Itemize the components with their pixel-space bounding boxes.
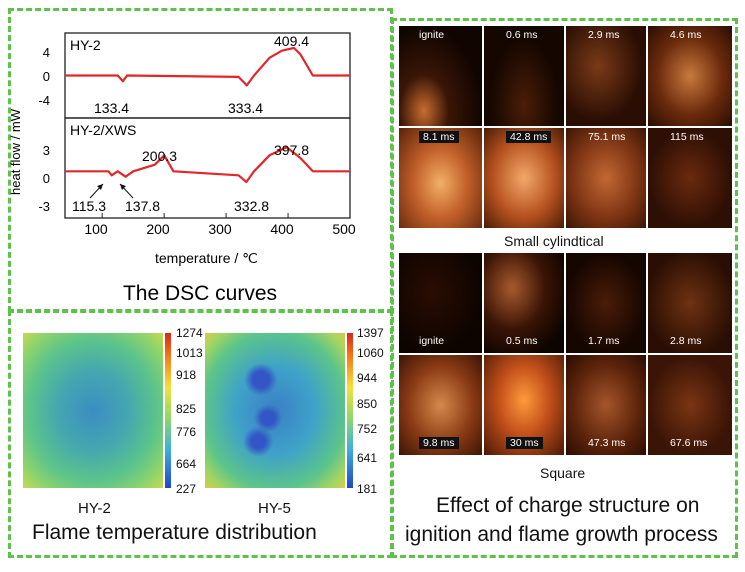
dsc-y-axis-label: heat flow / mW bbox=[8, 108, 23, 195]
dsc-top-ytick-label: -4 bbox=[38, 93, 50, 108]
dsc-bottom-ytick-label: -3 bbox=[38, 199, 50, 214]
colorbar-value: 1013 bbox=[176, 346, 203, 360]
dsc-chart: heat flow / mW temperature / ℃ HY-2 HY-2… bbox=[8, 32, 356, 305]
dsc-bottom-ytick-label: 0 bbox=[43, 171, 50, 186]
colorbar-value: 181 bbox=[357, 482, 378, 496]
dsc-x-axis-label: temperature / ℃ bbox=[155, 250, 258, 266]
dsc-peak-label: 332.8 bbox=[234, 198, 269, 214]
frame-time-label: 42.8 ms bbox=[506, 131, 552, 143]
small-cylindrical-label: Small cylindtical bbox=[504, 233, 604, 249]
high-speed-frame: 67.6 ms bbox=[648, 355, 732, 455]
colorbar-value: 227 bbox=[176, 482, 197, 496]
dsc-bottom-plot-frame bbox=[64, 117, 351, 219]
flame-colorbar bbox=[347, 333, 353, 488]
dsc-xtick-label: 200 bbox=[146, 221, 170, 237]
colorbar-value: 641 bbox=[357, 451, 378, 465]
colorbar-value: 752 bbox=[357, 422, 378, 436]
frame-time-label: 4.6 ms bbox=[670, 29, 702, 41]
frame-time-label: 9.8 ms bbox=[419, 437, 459, 449]
dsc-curve bbox=[65, 146, 350, 184]
high-speed-frame: ignite bbox=[399, 253, 482, 353]
dsc-xtick-label: 100 bbox=[84, 221, 108, 237]
frame-time-label: 115 ms bbox=[670, 131, 704, 143]
dsc-peak-arrow-head bbox=[120, 184, 126, 190]
dsc-peak-label: 115.3 bbox=[72, 198, 106, 214]
dsc-top-ytick-label: 4 bbox=[43, 45, 50, 60]
flame-title: Flame temperature distribution bbox=[32, 521, 317, 544]
dsc-curve bbox=[65, 46, 350, 87]
colorbar-value: 1397 bbox=[357, 326, 384, 340]
frame-time-label: 1.7 ms bbox=[588, 335, 620, 347]
dsc-peak-label: 200.3 bbox=[142, 148, 177, 164]
high-speed-frame: 8.1 ms bbox=[399, 128, 482, 228]
high-speed-frame: 47.3 ms bbox=[566, 355, 646, 455]
high-speed-frame: 42.8 ms bbox=[484, 128, 564, 228]
dsc-xtick-label: 400 bbox=[270, 221, 294, 237]
flame-colorbar bbox=[165, 333, 171, 488]
charge-title-line1: Effect of charge structure on bbox=[436, 494, 700, 517]
dsc-peak-label: 397.8 bbox=[274, 142, 309, 158]
dsc-xtick-label: 300 bbox=[208, 221, 232, 237]
frame-time-label: 0.6 ms bbox=[506, 29, 538, 41]
charge-title-line2: ignition and flame growth process bbox=[405, 523, 718, 546]
colorbar-value: 1060 bbox=[357, 346, 384, 360]
dsc-top-series-label: HY-2 bbox=[70, 37, 101, 53]
colorbar-value: 825 bbox=[176, 402, 197, 416]
frame-time-label: ignite bbox=[419, 29, 445, 41]
high-speed-frame: ignite bbox=[399, 26, 482, 126]
square-label: Square bbox=[540, 465, 586, 481]
colorbar-value: 776 bbox=[176, 425, 197, 439]
frame-time-label: ignite bbox=[419, 335, 445, 347]
flame-map-label: HY-5 bbox=[258, 500, 291, 517]
dsc-title: The DSC curves bbox=[123, 282, 277, 305]
frame-time-label: 30 ms bbox=[506, 437, 543, 449]
frame-time-label: 47.3 ms bbox=[588, 437, 626, 449]
dsc-peak-label: 333.4 bbox=[228, 100, 263, 116]
high-speed-frame: 9.8 ms bbox=[399, 355, 482, 455]
colorbar-value: 944 bbox=[357, 371, 378, 385]
colorbar-value: 664 bbox=[176, 457, 197, 471]
high-speed-frame: 0.6 ms bbox=[484, 26, 564, 126]
frame-time-label: 67.6 ms bbox=[670, 437, 708, 449]
high-speed-frame: 75.1 ms bbox=[566, 128, 646, 228]
frame-time-label: 8.1 ms bbox=[419, 131, 459, 143]
colorbar-value: 918 bbox=[176, 368, 197, 382]
flame-map-hy2 bbox=[23, 333, 163, 488]
colorbar-value: 850 bbox=[357, 397, 378, 411]
flame-map-label: HY-2 bbox=[78, 500, 111, 517]
dsc-peak-arrow-head bbox=[97, 184, 103, 190]
dsc-peak-label: 137.8 bbox=[125, 198, 160, 214]
dsc-bottom-series-label: HY-2/XWS bbox=[70, 122, 136, 138]
high-speed-frame: 4.6 ms bbox=[648, 26, 732, 126]
dsc-peak-label: 133.4 bbox=[94, 100, 129, 116]
dsc-xtick-label: 500 bbox=[332, 221, 356, 237]
colorbar-value: 1274 bbox=[176, 326, 203, 340]
frame-time-label: 2.9 ms bbox=[588, 29, 620, 41]
high-speed-frame: 2.9 ms bbox=[566, 26, 646, 126]
high-speed-frame: 1.7 ms bbox=[566, 253, 646, 353]
high-speed-frame: 2.8 ms bbox=[648, 253, 732, 353]
frame-time-label: 0.5 ms bbox=[506, 335, 538, 347]
dsc-peak-label: 409.4 bbox=[274, 33, 309, 49]
high-speed-frame: 0.5 ms bbox=[484, 253, 564, 353]
dsc-bottom-ytick-label: 3 bbox=[43, 143, 50, 158]
high-speed-frame: 115 ms bbox=[648, 128, 732, 228]
dsc-top-ytick-label: 0 bbox=[43, 69, 50, 84]
frame-time-label: 2.8 ms bbox=[670, 335, 702, 347]
flame-map-hy5 bbox=[205, 333, 345, 488]
high-speed-frame: 30 ms bbox=[484, 355, 564, 455]
charge-structure-panel bbox=[391, 18, 738, 558]
frame-time-label: 75.1 ms bbox=[588, 131, 626, 143]
